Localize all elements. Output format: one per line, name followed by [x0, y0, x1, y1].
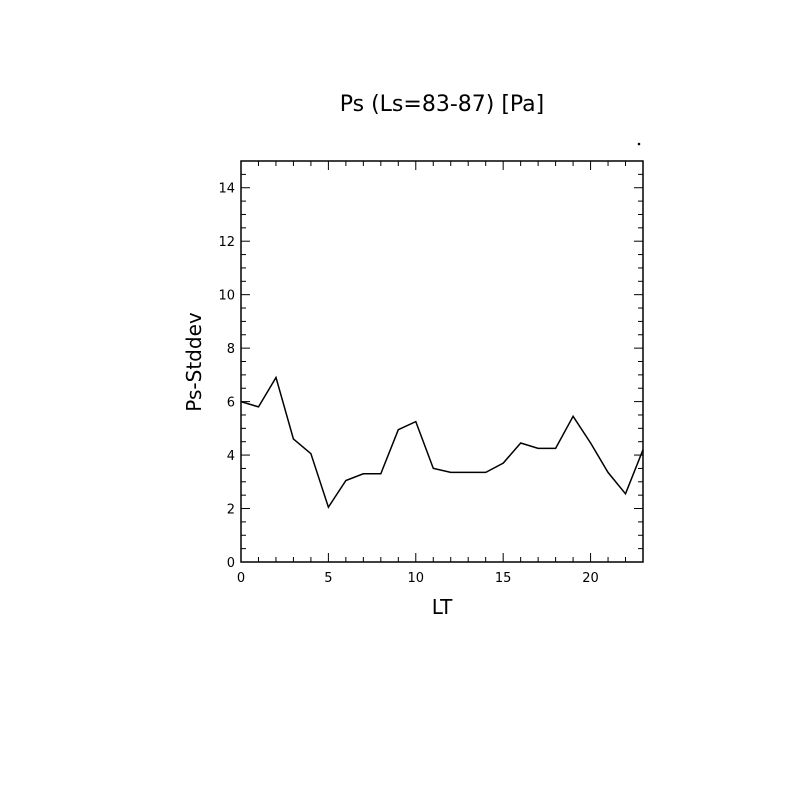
x-axis-ticks: [240, 161, 644, 562]
y-tick-label: 8: [227, 342, 235, 357]
y-tick-label: 0: [227, 556, 235, 571]
y-tick-label: 10: [218, 289, 235, 304]
y-tick-label: 4: [227, 449, 235, 464]
x-tick-label: 5: [324, 571, 332, 586]
y-tick-label: 6: [227, 396, 235, 411]
plot-area: 0 5 10 15 20 0 2 4 6 8 10 12 14: [218, 160, 644, 586]
x-tick-label: 0: [237, 571, 245, 586]
y-tick-label: 14: [218, 182, 235, 197]
x-tick-label: 20: [582, 571, 599, 586]
y-axis-tick-labels: 0 2 4 6 8 10 12 14: [218, 182, 235, 571]
corner-dot: [637, 142, 641, 146]
chart-title: Ps (Ls=83-87) [Pa]: [340, 92, 545, 117]
series-line: [240, 375, 644, 509]
y-tick-label: 12: [218, 235, 235, 250]
y-axis-label: Ps-Stddev: [182, 312, 206, 412]
y-tick-label: 2: [227, 503, 235, 518]
x-tick-label: 10: [408, 571, 425, 586]
y-axis-ticks: [241, 160, 643, 563]
plot-frame: [240, 160, 644, 563]
series-group: [240, 375, 644, 509]
x-axis-label: LT: [432, 595, 453, 619]
x-axis-tick-labels: 0 5 10 15 20: [237, 571, 599, 586]
x-tick-label: 15: [495, 571, 512, 586]
